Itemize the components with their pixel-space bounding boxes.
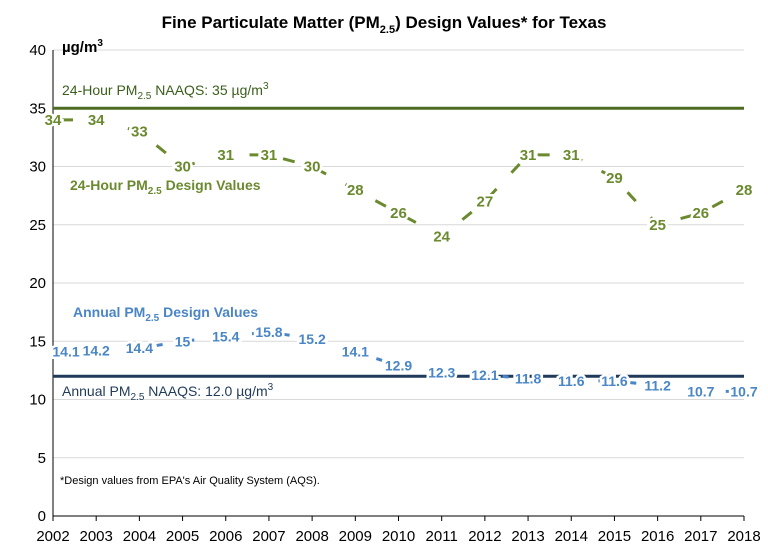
axes — [52, 50, 745, 521]
series-24hr-post: Design Values — [162, 177, 261, 193]
data-label: 30 — [304, 159, 321, 176]
data-label: 26 — [390, 205, 407, 222]
data-label: 14.1 — [342, 344, 369, 360]
data-label: 10.7 — [687, 383, 714, 399]
series-annual-sub: 2.5 — [145, 313, 159, 324]
data-label: 30 — [174, 159, 191, 176]
data-label: 31 — [520, 147, 537, 164]
x-tick-label: 2016 — [641, 528, 674, 545]
y-tick-label: 0 — [38, 508, 46, 525]
series-annual-label: Annual PM2.5 Design Values — [73, 304, 258, 324]
series-24hr-line — [53, 118, 745, 239]
x-tick-label: 2010 — [382, 528, 415, 545]
data-label: 31 — [563, 147, 580, 164]
y-tick-label: 40 — [29, 42, 46, 59]
data-label: 11.6 — [558, 373, 585, 389]
data-label: 31 — [217, 147, 234, 164]
y-tick-labels: 0 5 10 15 20 25 30 35 40 — [29, 42, 46, 525]
data-label: 14.4 — [126, 340, 153, 356]
data-label: 11.8 — [515, 371, 542, 387]
data-label: 26 — [692, 205, 709, 222]
data-label: 12.1 — [471, 367, 498, 383]
data-label: 14.2 — [83, 343, 110, 359]
naaqs-annual-sup: 3 — [268, 382, 274, 393]
data-label: 14.1 — [52, 344, 79, 360]
reference-lines — [53, 106, 744, 378]
x-tick-label: 2006 — [209, 528, 242, 545]
title-sub: 2.5 — [380, 24, 395, 36]
x-tick-label: 2008 — [295, 528, 328, 545]
data-label: 15.2 — [299, 331, 326, 347]
x-tick-labels: 2002 2003 2004 2005 2006 2007 2008 2009 2010 2011… — [36, 528, 760, 545]
data-label: 11.2 — [644, 378, 671, 394]
data-label: 34 — [88, 112, 105, 129]
naaqs-24hr-sup: 3 — [263, 81, 269, 92]
y-tick-label: 10 — [29, 392, 46, 409]
title-post: ) Design Values* for Texas — [395, 13, 606, 32]
y-unit-base: µg/m — [62, 39, 97, 56]
chart-title: Fine Particulate Matter (PM2.5) Design V… — [162, 13, 607, 36]
data-label: 11.6 — [601, 373, 628, 389]
x-tick-label: 2005 — [166, 528, 199, 545]
x-tick-label: 2017 — [684, 528, 717, 545]
x-tick-label: 2014 — [555, 528, 588, 545]
y-tick-label: 30 — [29, 159, 46, 176]
x-tick-label: 2004 — [123, 528, 156, 545]
data-label: 15.8 — [255, 324, 282, 340]
data-label: 12.9 — [385, 358, 412, 374]
series-24hr-sub: 2.5 — [148, 186, 162, 197]
y-axis-unit: µg/m3 — [62, 38, 103, 56]
x-tick-label: 2015 — [598, 528, 631, 545]
x-tick-label: 2007 — [252, 528, 285, 545]
x-tick-label: 2013 — [511, 528, 544, 545]
y-tick-label: 35 — [29, 100, 46, 117]
series-24hr-pre: 24-Hour PM — [70, 177, 148, 193]
naaqs-annual-sub: 2.5 — [130, 392, 144, 403]
x-tick-label: 2002 — [36, 528, 69, 545]
data-label: 28 — [347, 182, 364, 199]
data-label: 15.4 — [212, 329, 239, 345]
data-label: 12.3 — [428, 365, 455, 381]
data-label: 31 — [261, 147, 278, 164]
y-unit-sup: 3 — [97, 38, 103, 49]
y-tick-label: 20 — [29, 275, 46, 292]
y-tick-label: 5 — [38, 450, 46, 467]
x-tick-label: 2018 — [727, 528, 760, 545]
data-label: 34 — [45, 112, 62, 129]
naaqs-24hr-sub: 2.5 — [137, 91, 151, 102]
data-label: 25 — [649, 217, 666, 234]
y-tick-label: 15 — [29, 333, 46, 350]
x-tick-label: 2011 — [426, 528, 458, 545]
naaqs-annual-label: Annual PM2.5 NAAQS: 12.0 µg/m3 — [62, 382, 274, 403]
x-tick-label: 2012 — [468, 528, 501, 545]
y-tick-label: 25 — [29, 217, 46, 234]
naaqs-24hr-post: NAAQS: 35 µg/m — [151, 82, 263, 98]
footnote: *Design values from EPA's Air Quality Sy… — [60, 475, 320, 487]
data-label: 29 — [606, 170, 623, 187]
data-label: 28 — [736, 182, 753, 199]
title-pre: Fine Particulate Matter (PM — [162, 13, 380, 32]
series-24hr-label: 24-Hour PM2.5 Design Values — [70, 177, 261, 197]
naaqs-24hr-label: 24-Hour PM2.5 NAAQS: 35 µg/m3 — [62, 81, 269, 102]
naaqs-annual-post: NAAQS: 12.0 µg/m — [144, 383, 267, 399]
series-annual-post: Design Values — [159, 304, 258, 320]
naaqs-annual-pre: Annual PM — [62, 383, 130, 399]
data-label: 15 — [175, 333, 191, 349]
data-label: 10.7 — [730, 383, 757, 399]
x-tick-label: 2003 — [80, 528, 113, 545]
naaqs-24hr-pre: 24-Hour PM — [62, 82, 137, 98]
data-label: 33 — [131, 124, 148, 141]
x-tick-label: 2009 — [339, 528, 372, 545]
series-annual-pre: Annual PM — [73, 304, 145, 320]
data-label: 24 — [433, 228, 450, 245]
data-label: 27 — [477, 193, 494, 210]
